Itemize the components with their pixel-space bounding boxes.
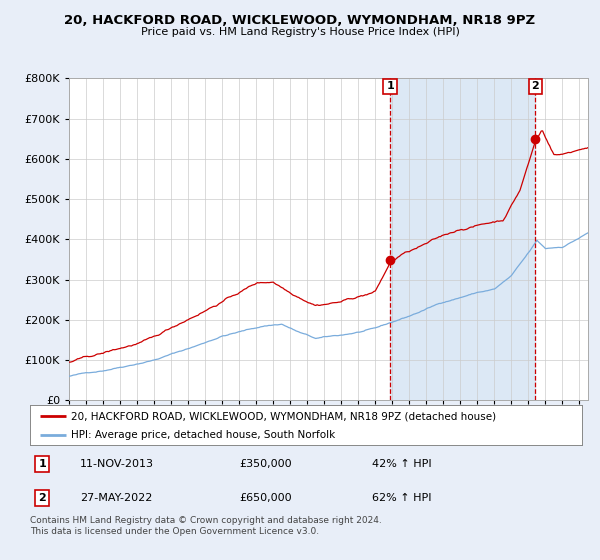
Text: £650,000: £650,000 [240,493,292,503]
Text: Contains HM Land Registry data © Crown copyright and database right 2024.
This d: Contains HM Land Registry data © Crown c… [30,516,382,536]
Text: 2: 2 [532,81,539,91]
Bar [390,78,535,400]
Text: 2: 2 [38,493,46,503]
Text: HPI: Average price, detached house, South Norfolk: HPI: Average price, detached house, Sout… [71,430,335,440]
Text: 1: 1 [386,81,394,91]
Text: 1: 1 [38,459,46,469]
Text: 27-MAY-2022: 27-MAY-2022 [80,493,152,503]
Text: 42% ↑ HPI: 42% ↑ HPI [372,459,432,469]
Text: Price paid vs. HM Land Registry's House Price Index (HPI): Price paid vs. HM Land Registry's House … [140,27,460,37]
Text: 11-NOV-2013: 11-NOV-2013 [80,459,154,469]
Text: 20, HACKFORD ROAD, WICKLEWOOD, WYMONDHAM, NR18 9PZ: 20, HACKFORD ROAD, WICKLEWOOD, WYMONDHAM… [64,14,536,27]
Text: 62% ↑ HPI: 62% ↑ HPI [372,493,432,503]
Text: 20, HACKFORD ROAD, WICKLEWOOD, WYMONDHAM, NR18 9PZ (detached house): 20, HACKFORD ROAD, WICKLEWOOD, WYMONDHAM… [71,411,497,421]
Text: £350,000: £350,000 [240,459,292,469]
